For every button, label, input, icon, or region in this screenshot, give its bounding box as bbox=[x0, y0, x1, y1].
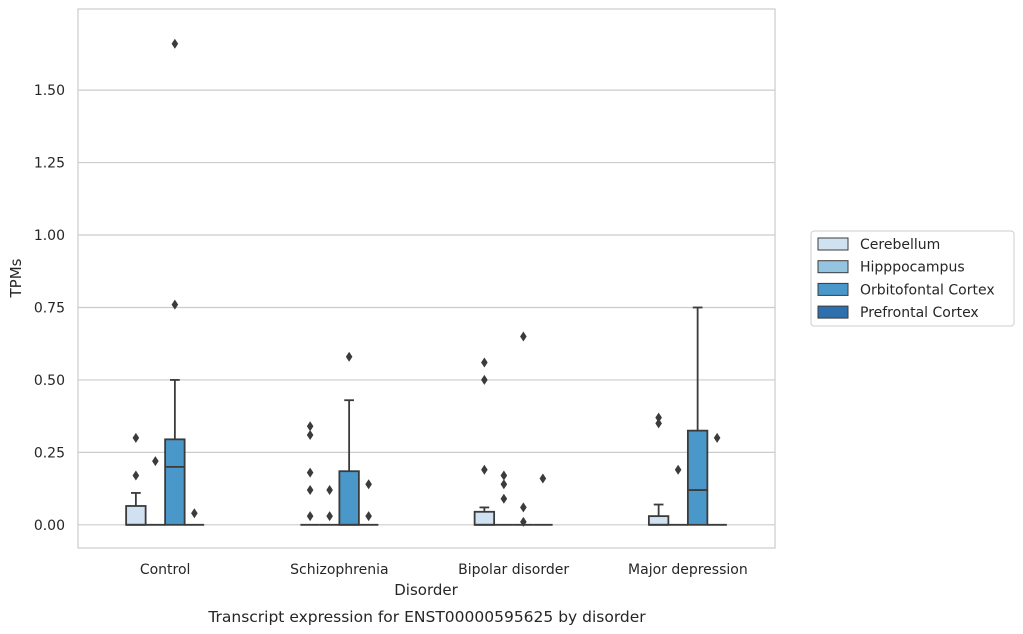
box-iqr bbox=[647, 515, 670, 526]
outlier-point bbox=[306, 511, 314, 522]
outlier-point bbox=[365, 511, 372, 522]
box-hipppocampus bbox=[319, 485, 340, 526]
box-prefrontal-cortex bbox=[533, 473, 553, 526]
box-orbitofontal-cortex bbox=[686, 306, 709, 526]
outlier-point bbox=[191, 508, 198, 519]
outlier-point bbox=[306, 485, 314, 496]
legend-frame bbox=[810, 230, 1015, 327]
outlier-point bbox=[500, 470, 508, 481]
boxes bbox=[125, 38, 727, 527]
outlier-point bbox=[132, 432, 140, 443]
legend: Cerebellum Hipppocampus Orbitofontal Corte… bbox=[810, 230, 1015, 327]
outlier-point bbox=[500, 479, 508, 490]
box-prefrontal-cortex bbox=[358, 479, 379, 526]
outlier-point bbox=[655, 412, 662, 423]
outlier-point bbox=[326, 511, 333, 522]
legend-swatch bbox=[817, 305, 849, 319]
legend-label: Hipppocampus bbox=[860, 260, 965, 276]
y-tick-label: 1.50 bbox=[34, 83, 65, 99]
y-tick-label: 0.75 bbox=[34, 300, 65, 316]
chart-caption: Transcript expression for ENST0000059562… bbox=[207, 608, 646, 626]
plot-area bbox=[77, 8, 776, 549]
box-iqr bbox=[164, 438, 186, 526]
outlier-point bbox=[520, 516, 527, 527]
legend-label: Prefrontal Cortex bbox=[860, 305, 979, 321]
y-axis-title: TPMs bbox=[7, 258, 25, 298]
y-tick-label: 0.00 bbox=[34, 518, 65, 534]
box-cerebellum bbox=[300, 421, 320, 526]
x-tick-label: Bipolar disorder bbox=[458, 562, 569, 578]
box-hipppocampus bbox=[145, 456, 166, 526]
outlier-point bbox=[365, 479, 372, 490]
box-iqr bbox=[125, 505, 147, 526]
box-orbitofontal-cortex bbox=[338, 351, 360, 526]
y-tick-label: 0.25 bbox=[34, 445, 65, 461]
box-iqr bbox=[338, 470, 360, 526]
box-prefrontal-cortex bbox=[707, 432, 727, 526]
outlier-point bbox=[655, 418, 662, 429]
box-cerebellum bbox=[473, 357, 496, 526]
outlier-point bbox=[306, 421, 314, 432]
outlier-point bbox=[152, 456, 159, 467]
y-tick-labels: 0.00 0.25 0.50 0.75 1.00 1.25 1.50 bbox=[34, 83, 65, 534]
outlier-point bbox=[539, 473, 547, 484]
outlier-point bbox=[132, 470, 140, 481]
outlier-point bbox=[171, 38, 179, 49]
legend-swatch bbox=[817, 237, 849, 251]
outlier-point bbox=[713, 432, 721, 443]
outlier-point bbox=[481, 374, 488, 385]
x-tick-label: Major depression bbox=[628, 562, 748, 578]
legend-swatch bbox=[817, 282, 849, 296]
x-axis-title: Disorder bbox=[394, 581, 458, 599]
box-cerebellum bbox=[125, 432, 147, 526]
legend-label: Cerebellum bbox=[860, 237, 940, 253]
box-hipppocampus bbox=[668, 464, 688, 526]
box-prefrontal-cortex bbox=[184, 508, 205, 526]
box-cerebellum bbox=[647, 412, 670, 526]
y-tick-label: 0.50 bbox=[34, 373, 65, 389]
outlier-point bbox=[674, 464, 682, 475]
outlier-point bbox=[306, 467, 314, 478]
outlier-point bbox=[500, 493, 508, 504]
outlier-point bbox=[520, 502, 527, 513]
legend-label: Orbitofontal Cortex bbox=[860, 282, 995, 298]
y-tick-label: 1.00 bbox=[34, 228, 65, 244]
outlier-point bbox=[345, 351, 353, 362]
outlier-point bbox=[306, 429, 314, 440]
box-iqr bbox=[686, 429, 709, 526]
outlier-point bbox=[171, 299, 179, 310]
legend-swatch bbox=[817, 260, 849, 274]
box-orbitofontal-cortex bbox=[164, 38, 186, 526]
box-hipppocampus bbox=[494, 470, 514, 526]
x-tick-labels: Control Schizophrenia Bipolar disorder Majo… bbox=[140, 562, 748, 578]
x-tick-label: Schizophrenia bbox=[290, 562, 388, 578]
y-tick-label: 1.25 bbox=[34, 156, 65, 172]
outlier-point bbox=[481, 357, 488, 368]
x-tick-label: Control bbox=[140, 562, 191, 578]
outlier-point bbox=[326, 485, 333, 496]
outlier-point bbox=[481, 464, 488, 475]
box-orbitofontal-cortex bbox=[513, 331, 534, 527]
outlier-point bbox=[520, 331, 527, 342]
box-iqr bbox=[473, 510, 496, 526]
